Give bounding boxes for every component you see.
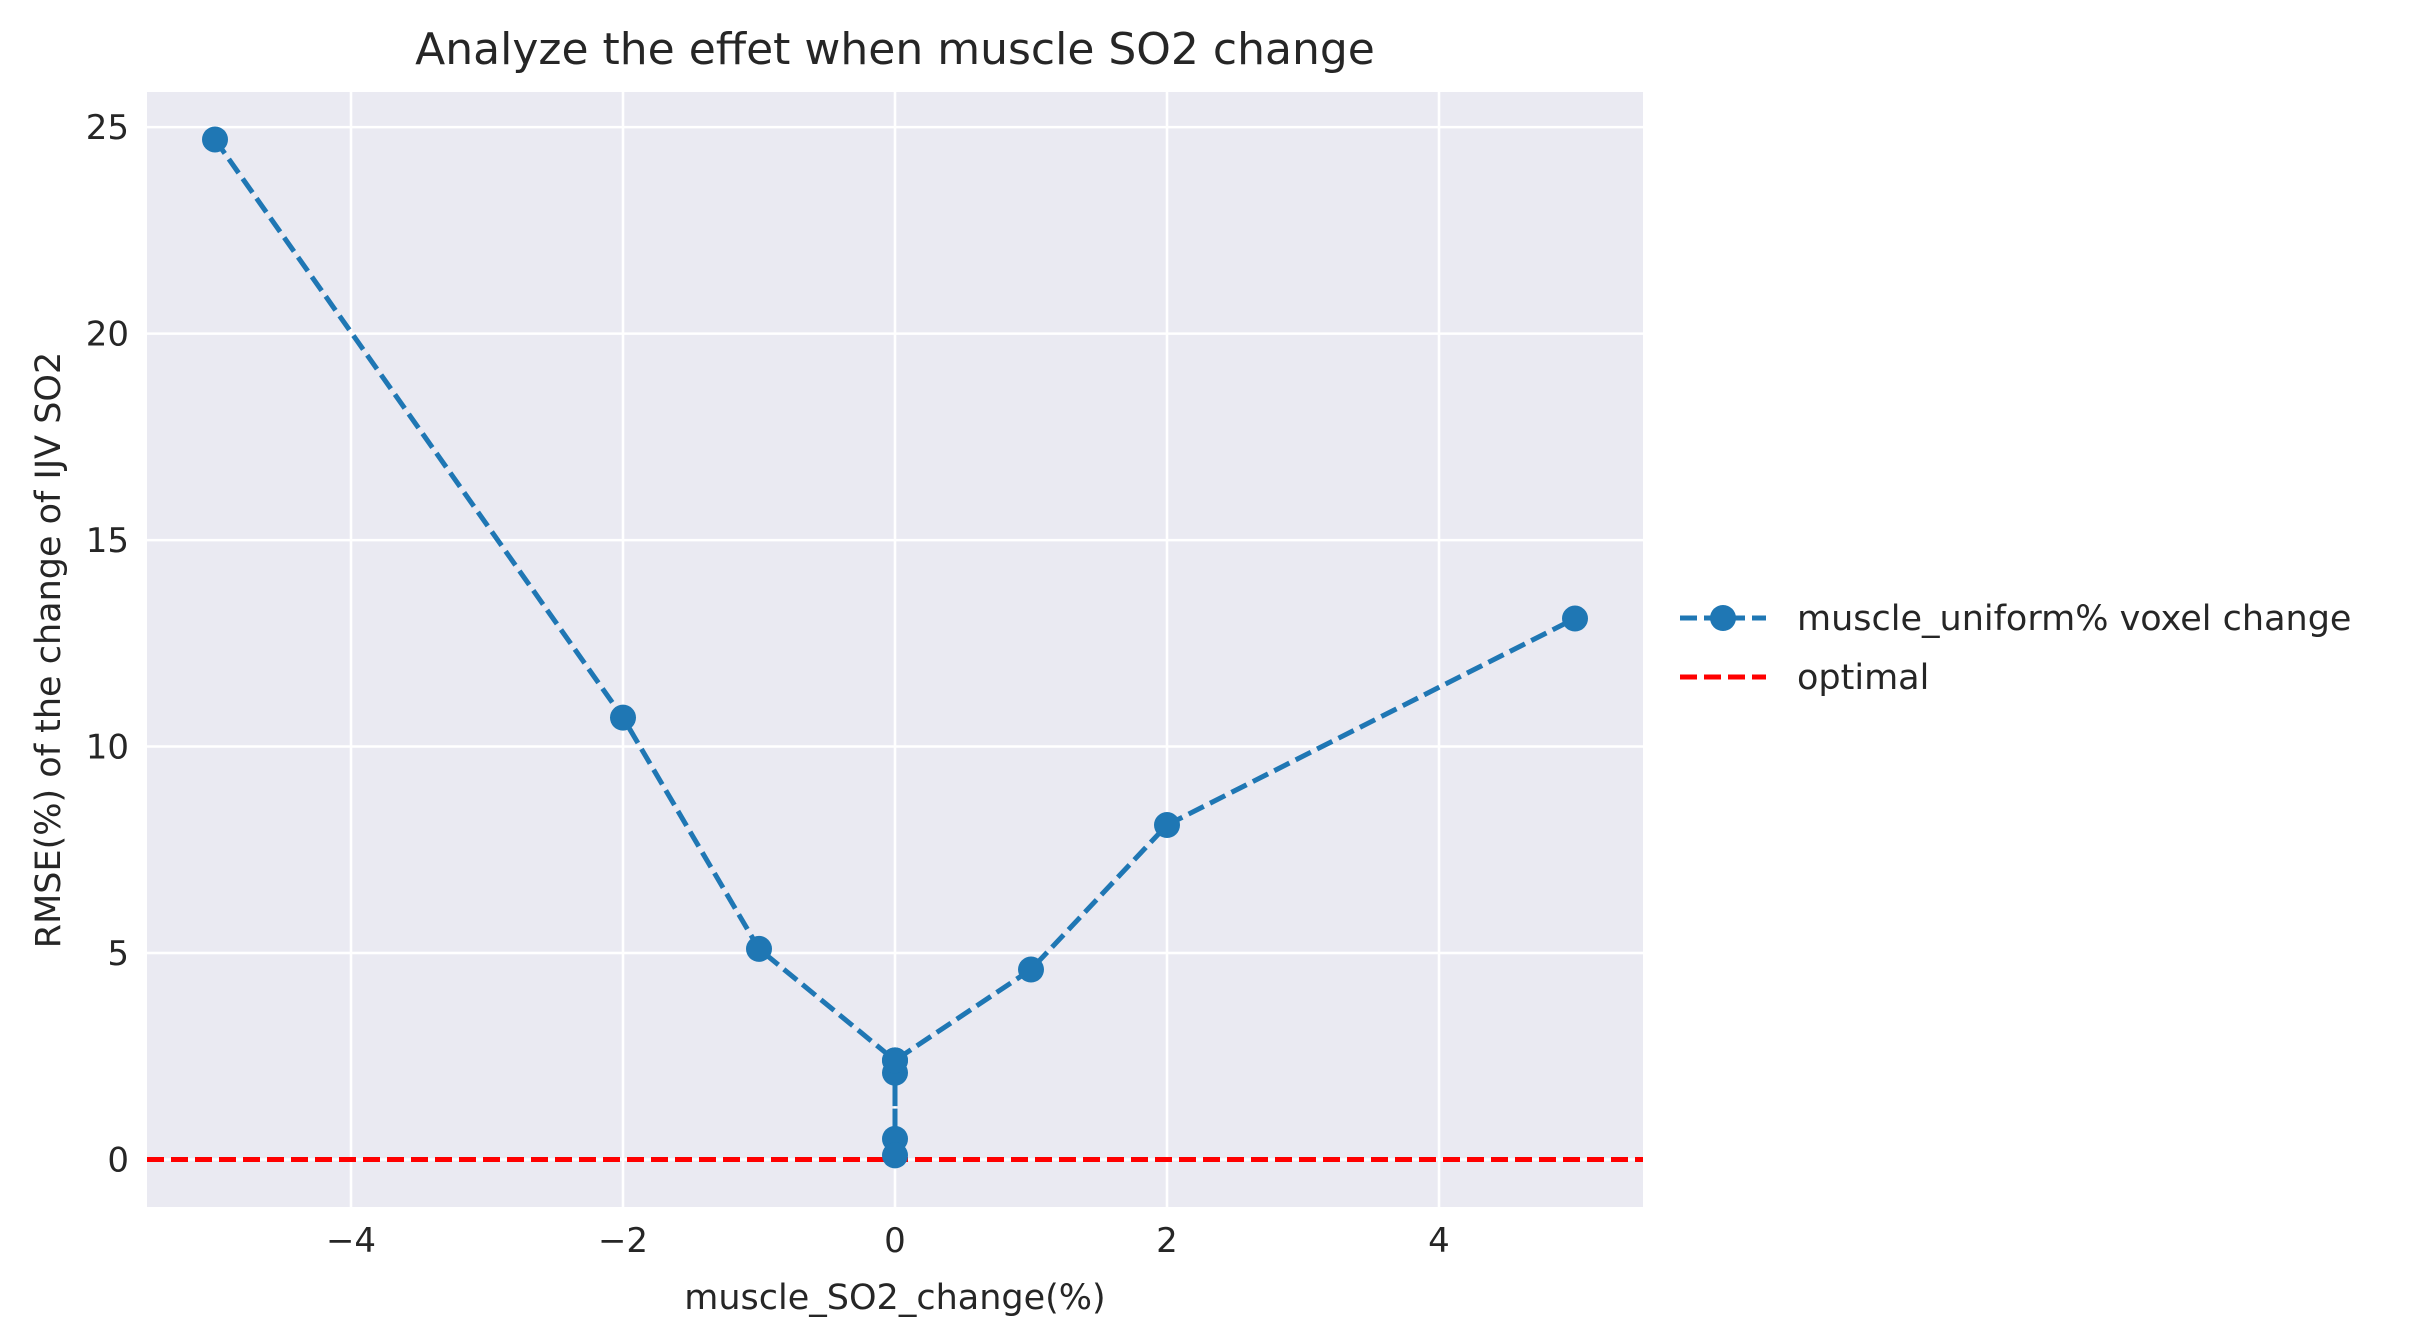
x-tick-labels: −4 −2 0 2 4 bbox=[326, 1221, 1450, 1261]
y-tick-label: 20 bbox=[86, 315, 129, 355]
y-tick-label: 0 bbox=[107, 1141, 129, 1181]
x-tick-label: −2 bbox=[598, 1221, 648, 1261]
legend: muscle_uniform% voxel change optimal bbox=[1680, 599, 2351, 698]
series bbox=[202, 126, 1588, 1169]
grid bbox=[147, 92, 1643, 1207]
legend-series-label: muscle_uniform% voxel change bbox=[1797, 599, 2351, 639]
x-tick-label: −4 bbox=[326, 1221, 376, 1261]
y-tick-label: 10 bbox=[86, 728, 129, 768]
data-point bbox=[1018, 956, 1044, 983]
x-axis-title: muscle_SO2_change(%) bbox=[684, 1278, 1105, 1318]
data-point bbox=[1562, 605, 1588, 632]
y-tick-label: 15 bbox=[86, 521, 129, 561]
y-tick-label: 5 bbox=[107, 934, 129, 974]
data-point bbox=[882, 1047, 908, 1074]
y-tick-label: 25 bbox=[86, 108, 129, 148]
legend-series-marker-swatch bbox=[1710, 605, 1736, 631]
data-point bbox=[882, 1142, 908, 1169]
data-point bbox=[746, 935, 772, 962]
data-point bbox=[610, 704, 636, 731]
data-point bbox=[202, 126, 228, 153]
x-tick-label: 2 bbox=[1156, 1221, 1178, 1261]
legend-optimal-label: optimal bbox=[1797, 658, 1929, 698]
data-point bbox=[1154, 812, 1180, 839]
y-axis-title: RMSE(%) of the change of IJV SO2 bbox=[29, 352, 69, 949]
x-tick-label: 0 bbox=[884, 1221, 906, 1261]
x-tick-label: 4 bbox=[1428, 1221, 1450, 1261]
y-tick-labels: 0 5 10 15 20 25 bbox=[86, 108, 129, 1180]
chart-title: Analyze the effet when muscle SO2 change bbox=[415, 24, 1375, 75]
